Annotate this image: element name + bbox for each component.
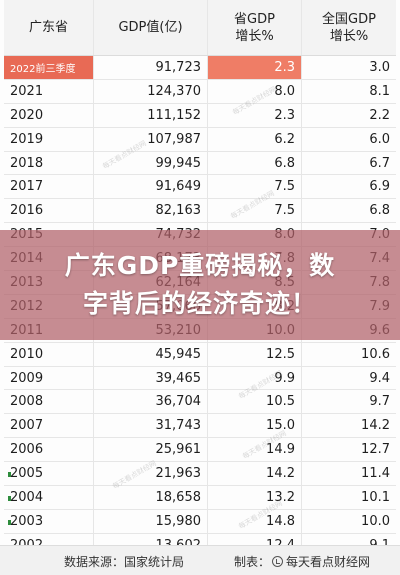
cell-national-growth: 8.1 bbox=[369, 83, 390, 99]
cell-year: 2008 bbox=[4, 390, 94, 414]
green-corner-mark bbox=[8, 520, 11, 525]
cell-province-growth: 6.2 bbox=[208, 127, 302, 151]
cell-gdp-value: 21,963 bbox=[94, 462, 208, 486]
cell-national-growth: 6.8 bbox=[369, 203, 390, 219]
cell-national-growth: 6.0 bbox=[369, 131, 390, 147]
cell-year: 2007 bbox=[4, 414, 94, 438]
cell-province-growth: 2.3 bbox=[208, 103, 302, 127]
table-row: 2022前三季度 91,723 2.3 3.0 bbox=[4, 56, 396, 80]
cell-province-growth: 12.5 bbox=[208, 342, 302, 366]
table-header-row: 广东省 GDP值(亿) 省GDP 增长% 全国GDP 增长% bbox=[4, 0, 396, 56]
cell-gdp-value: 15,980 bbox=[94, 509, 208, 533]
maker-note: 制表： 每天看点财经网 bbox=[234, 553, 370, 570]
table-footer: 数据来源：国家统计局 制表： 每天看点财经网 bbox=[0, 545, 400, 575]
cell-national-growth: 6.9 bbox=[369, 179, 390, 195]
cell-province-growth: 14.8 bbox=[208, 509, 302, 533]
cell-national-growth: 10.1 bbox=[361, 489, 390, 505]
table-row: 2021 124,370 8.0 8.1 bbox=[4, 79, 396, 104]
clock-icon bbox=[272, 555, 284, 567]
header-gdp-value: GDP值(亿) bbox=[94, 0, 208, 55]
cell-national-growth: 10.0 bbox=[361, 513, 390, 529]
cell-gdp-value: 111,152 bbox=[94, 103, 208, 127]
table-row: 2019 107,987 6.2 6.0 bbox=[4, 127, 396, 152]
cell-year: 2022前三季度 bbox=[4, 56, 94, 79]
table-row: 2006 25,961 14.9 12.7 bbox=[4, 438, 396, 463]
cell-province-growth: 15.0 bbox=[208, 414, 302, 438]
cell-gdp-value: 18,658 bbox=[94, 486, 208, 509]
cell-national-growth: 12.7 bbox=[361, 442, 390, 458]
maker-label: 制表： bbox=[234, 554, 271, 569]
header-province: 广东省 bbox=[4, 0, 94, 55]
cell-province-growth: 9.9 bbox=[208, 366, 302, 390]
headline-text: 广东GDP重磅揭秘，数 字背后的经济奇迹！ bbox=[64, 251, 336, 318]
cell-gdp-value: 25,961 bbox=[94, 438, 208, 462]
cell-province-growth: 10.5 bbox=[208, 390, 302, 414]
table-row: 2004 18,658 13.2 10.1 bbox=[4, 486, 396, 510]
table-row: 2008 36,704 10.5 9.7 bbox=[4, 390, 396, 415]
table-row: 2009 39,465 9.9 9.4 bbox=[4, 366, 396, 391]
cell-gdp-value: 45,945 bbox=[94, 342, 208, 366]
cell-province-growth: 7.5 bbox=[208, 175, 302, 199]
table-row: 2007 31,743 15.0 14.2 bbox=[4, 414, 396, 439]
cell-gdp-value: 99,945 bbox=[94, 151, 208, 175]
table-row: 2018 99,945 6.8 6.7 bbox=[4, 151, 396, 176]
cell-year: 2017 bbox=[4, 175, 94, 199]
cell-national-growth: 3.0 bbox=[369, 59, 390, 75]
cell-national-growth: 2.2 bbox=[369, 107, 390, 123]
cell-year: 2020 bbox=[4, 103, 94, 127]
cell-year: 2019 bbox=[4, 127, 94, 151]
cell-province-growth: 6.8 bbox=[208, 151, 302, 175]
cell-province-growth: 8.0 bbox=[208, 79, 302, 103]
cell-province-growth: 13.2 bbox=[208, 486, 302, 509]
cell-gdp-value: 124,370 bbox=[94, 79, 208, 103]
cell-national-growth: 14.2 bbox=[361, 418, 390, 434]
cell-province-growth: 7.5 bbox=[208, 199, 302, 223]
cell-national-growth: 6.7 bbox=[369, 155, 390, 171]
table-row: 2003 15,980 14.8 10.0 bbox=[4, 509, 396, 534]
table-row: 2020 111,152 2.3 2.2 bbox=[4, 103, 396, 128]
cell-gdp-value: 82,163 bbox=[94, 199, 208, 223]
cell-year: 2009 bbox=[4, 366, 94, 390]
headline-banner: 广东GDP重磅揭秘，数 字背后的经济奇迹！ bbox=[0, 230, 400, 340]
cell-gdp-value: 36,704 bbox=[94, 390, 208, 414]
cell-year: 2005 bbox=[4, 462, 94, 486]
header-province-growth: 省GDP 增长% bbox=[208, 0, 302, 55]
cell-national-growth: 9.7 bbox=[369, 394, 390, 410]
source-label: 数据来源： bbox=[64, 554, 125, 569]
table-row: 2016 82,163 7.5 6.8 bbox=[4, 199, 396, 224]
cell-national-growth: 9.4 bbox=[369, 370, 390, 386]
green-corner-mark bbox=[8, 496, 11, 501]
cell-gdp-value: 31,743 bbox=[94, 414, 208, 438]
table-row: 2005 21,963 14.2 11.4 bbox=[4, 462, 396, 487]
table-row: 2010 45,945 12.5 10.6 bbox=[4, 342, 396, 367]
cell-year: 2018 bbox=[4, 151, 94, 175]
table-row: 2017 91,649 7.5 6.9 bbox=[4, 175, 396, 200]
cell-national-growth: 11.4 bbox=[361, 466, 390, 482]
maker-value: 每天看点财经网 bbox=[286, 554, 371, 569]
cell-gdp-value: 39,465 bbox=[94, 366, 208, 390]
cell-gdp-value: 91,723 bbox=[94, 56, 208, 79]
cell-national-growth: 10.6 bbox=[361, 346, 390, 362]
cell-year: 2021 bbox=[4, 79, 94, 103]
green-corner-mark bbox=[8, 472, 11, 477]
cell-year: 2003 bbox=[4, 509, 94, 533]
cell-year: 2006 bbox=[4, 438, 94, 462]
cell-province-growth: 2.3 bbox=[208, 56, 302, 79]
cell-gdp-value: 91,649 bbox=[94, 175, 208, 199]
cell-year: 2016 bbox=[4, 199, 94, 223]
source-value: 国家统计局 bbox=[124, 554, 185, 569]
cell-province-growth: 14.2 bbox=[208, 462, 302, 486]
cell-province-growth: 14.9 bbox=[208, 438, 302, 462]
header-national-growth: 全国GDP 增长% bbox=[322, 11, 376, 44]
cell-year: 2010 bbox=[4, 342, 94, 366]
cell-gdp-value: 107,987 bbox=[94, 127, 208, 151]
cell-year: 2004 bbox=[4, 486, 94, 509]
source-note: 数据来源：国家统计局 bbox=[64, 553, 184, 570]
